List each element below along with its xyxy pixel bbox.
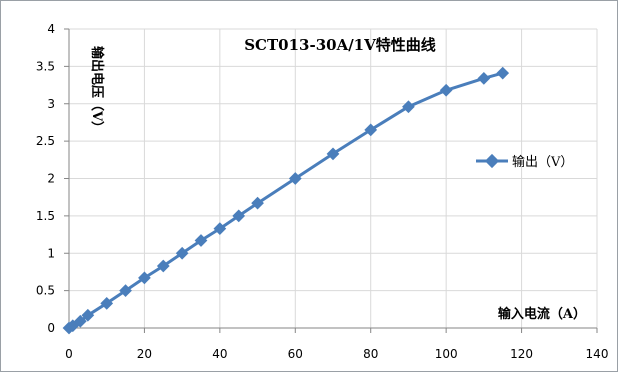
y-axis-title: 输出电压（V）: [89, 46, 105, 134]
data-point: [232, 209, 246, 223]
legend-marker-swatch: [484, 153, 500, 169]
data-point: [496, 66, 510, 80]
x-tick-label: 20: [137, 347, 152, 361]
x-tick-label: 120: [510, 347, 533, 361]
legend-label: 输出（V）: [512, 154, 573, 170]
data-point: [402, 100, 415, 114]
y-tick-label: 3: [47, 97, 55, 111]
data-point: [119, 284, 132, 297]
axes: [64, 28, 598, 333]
data-point: [477, 71, 491, 85]
data-point: [81, 308, 95, 322]
y-tick-label: 2.5: [36, 134, 55, 148]
x-tick-label: 0: [65, 347, 73, 361]
chart-title: SCT013-30A/1V特性曲线: [244, 36, 436, 54]
data-point: [213, 222, 227, 235]
series-line: [68, 71, 504, 330]
data-point: [156, 259, 170, 273]
x-tick-label: 40: [212, 347, 227, 361]
data-point: [175, 246, 189, 260]
y-tick-label: 1: [47, 246, 55, 260]
data-point: [194, 234, 208, 247]
series-layer: [62, 66, 510, 335]
x-tick-label: 80: [363, 347, 378, 361]
data-point: [100, 296, 114, 310]
data-point: [288, 172, 302, 185]
tick-labels: 00.511.522.533.540 20 40 60 80 100 120 140: [36, 22, 609, 361]
x-tick-label: 140: [586, 347, 609, 361]
data-point: [439, 83, 453, 97]
legend: 输出（V）: [476, 153, 573, 170]
gridlines: [69, 28, 598, 328]
x-tick-label: 100: [435, 347, 458, 361]
y-tick-label: 0.5: [36, 284, 55, 298]
data-point: [73, 314, 87, 328]
y-tick-label: 4: [47, 22, 55, 36]
y-tick-label: 1.5: [36, 209, 55, 223]
data-point: [364, 123, 378, 137]
y-tick-label: 3.5: [36, 59, 55, 73]
y-tick-label: 0: [47, 321, 55, 335]
x-axis-title: 输入电流（A）: [498, 306, 586, 322]
y-tick-label: 2: [47, 172, 55, 186]
data-point: [326, 147, 340, 161]
data-point: [138, 271, 151, 285]
x-tick-label: 60: [288, 347, 303, 361]
